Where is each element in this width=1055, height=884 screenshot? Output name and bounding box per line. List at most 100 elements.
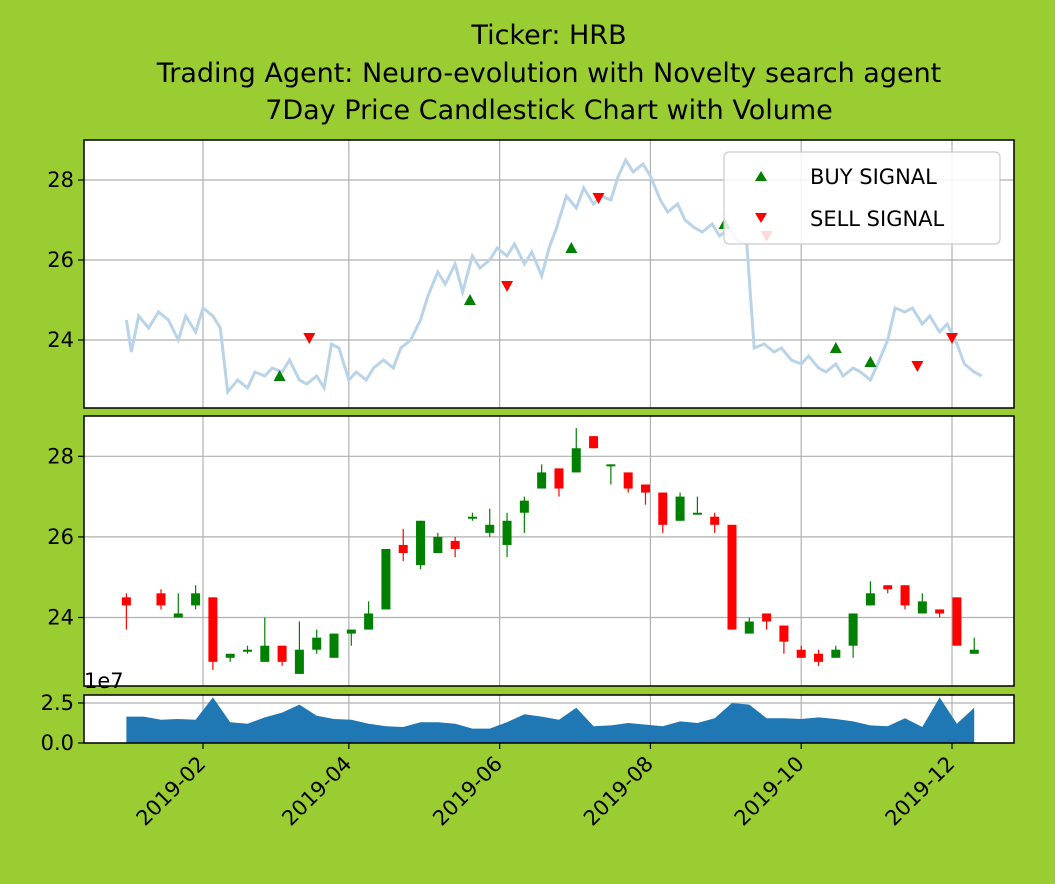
x-tick-label-2: 2019-06	[428, 752, 507, 831]
y-tick-label-2: 28	[47, 168, 74, 192]
candle-body-32	[692, 512, 702, 515]
candle-body-0	[121, 597, 131, 606]
price-y-ticks: 24 26 28	[47, 168, 84, 352]
volume-panel: 0.0 2.5 1e7	[41, 669, 1015, 755]
candle-body-33	[710, 516, 720, 525]
candle-body-34	[727, 524, 737, 630]
candle-body-26	[589, 436, 599, 449]
x-axis: 2019-02 2019-04 2019-06 2019-08 2019-10 2019-…	[132, 743, 960, 831]
candle-body-46	[935, 609, 945, 614]
candle-body-39	[814, 653, 824, 662]
buy-signal-0	[273, 370, 286, 381]
x-tick-label-1: 2019-04	[277, 752, 356, 831]
x-tick-label-3: 2019-08	[579, 752, 658, 831]
price-panel: 24 26 28 BUY SIGNAL SELL SIGNAL	[47, 139, 1015, 409]
candle-body-31	[675, 496, 685, 521]
y-tick-label-2: 28	[47, 444, 74, 468]
candle-body-13	[364, 613, 374, 630]
candle-body-47	[952, 597, 962, 646]
candle-body-42	[865, 593, 875, 606]
candle-body-29	[640, 484, 650, 493]
chart-titles: Ticker: HRB Trading Agent: Neuro-evoluti…	[156, 20, 942, 126]
candle-body-18	[450, 540, 460, 549]
candle-body-40	[831, 649, 841, 658]
candle-body-21	[502, 520, 512, 545]
legend-box	[723, 151, 1001, 245]
candle-body-36	[762, 613, 772, 622]
volume-panel-frame	[83, 694, 1015, 744]
candle-body-28	[623, 472, 633, 489]
candle-body-43	[883, 585, 893, 590]
chart-title-ticker: Ticker: HRB	[470, 20, 626, 51]
y-tick-label-1: 26	[47, 248, 74, 272]
ohlc-grid	[84, 416, 1014, 686]
legend-sell-label: SELL SIGNAL	[810, 207, 945, 231]
volume-area	[126, 697, 975, 743]
candle-body-3	[191, 593, 201, 606]
candle-body-14	[381, 548, 391, 610]
candle-body-1	[156, 593, 166, 606]
candle-body-22	[519, 500, 529, 513]
legend: BUY SIGNAL SELL SIGNAL	[723, 151, 1001, 245]
candle-body-23	[537, 472, 547, 489]
candle-body-17	[433, 536, 443, 554]
candle-body-7	[260, 645, 270, 662]
candle-body-41	[848, 613, 858, 646]
candle-body-44	[900, 585, 910, 606]
candle-body-6	[242, 649, 252, 652]
price-line	[124, 156, 983, 396]
candle-body-38	[796, 649, 806, 658]
candle-body-30	[658, 492, 668, 525]
chart-title-agent: Trading Agent: Neuro-evolution with Nove…	[156, 58, 942, 89]
candle-body-5	[225, 653, 235, 658]
candle-body-10	[312, 637, 322, 650]
candle-body-9	[294, 649, 304, 674]
buy-signal-4	[829, 342, 842, 353]
candle-body-8	[277, 645, 287, 662]
ohlc-panel-background	[84, 416, 1014, 686]
buy-signal-2	[565, 242, 578, 253]
candle-body-24	[554, 468, 564, 489]
buy-signal-1	[463, 294, 476, 305]
buy-signal-5	[864, 356, 877, 367]
candle-body-15	[398, 544, 408, 554]
candle-body-16	[416, 520, 426, 566]
candle-body-4	[208, 597, 218, 662]
ohlc-panel-frame	[83, 415, 1015, 687]
legend-buy-marker	[755, 171, 767, 181]
volume-y-ticks: 0.0 2.5	[41, 691, 84, 755]
candle-body-19	[467, 516, 477, 519]
price-panel-frame	[83, 139, 1015, 409]
candle-body-37	[779, 625, 789, 642]
y-tick-label-0: 24	[47, 328, 74, 352]
sell-signal-0	[303, 333, 316, 344]
x-tick-label-5: 2019-12	[881, 752, 960, 831]
y-tick-label-0: 0.0	[41, 731, 74, 755]
candle-body-35	[744, 621, 754, 634]
y-tick-label-1: 26	[47, 525, 74, 549]
y-tick-label-1: 2.5	[41, 691, 74, 715]
sell-signal-5	[946, 333, 958, 344]
candle-body-11	[329, 633, 339, 658]
ohlc-y-ticks: 24 26 28	[47, 444, 84, 629]
x-tick-label-0: 2019-02	[132, 752, 211, 831]
ohlc-panel: 24 26 28	[47, 415, 1015, 687]
candle-body-48	[969, 649, 979, 654]
sell-signal-2	[592, 193, 605, 204]
legend-sell-marker	[755, 213, 767, 223]
candlesticks	[121, 428, 979, 674]
candle-body-2	[173, 613, 183, 618]
volume-scale-label: 1e7	[84, 669, 124, 693]
chart-title-subtitle: 7Day Price Candlestick Chart with Volume	[265, 95, 833, 126]
candle-body-27	[606, 464, 616, 467]
candle-body-20	[485, 524, 495, 533]
sell-signal-4	[911, 361, 924, 372]
candle-body-25	[571, 448, 581, 473]
x-tick-label-4: 2019-10	[730, 752, 809, 831]
candle-body-45	[917, 601, 927, 614]
candle-body-12	[346, 629, 356, 634]
y-tick-label-0: 24	[47, 605, 74, 629]
sell-signal-1	[501, 281, 514, 292]
legend-buy-label: BUY SIGNAL	[810, 165, 937, 189]
